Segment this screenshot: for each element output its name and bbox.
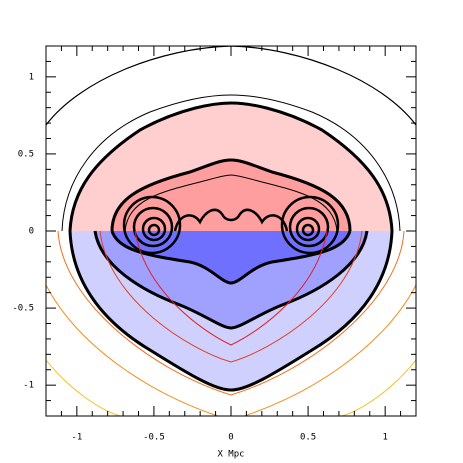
contour [61,94,401,232]
x-tick-label: 1 [382,433,387,443]
contour [46,46,416,126]
y-tick-label: 0.5 [18,149,34,159]
x-tick-label: -0.5 [143,433,165,443]
contour [110,158,352,232]
contour [110,230,352,285]
x-tick-label: 0 [228,433,233,443]
contour [68,101,394,392]
contour-plot [46,46,416,416]
contour [46,359,416,416]
contour [173,208,289,232]
y-tick-label: 1 [29,72,34,82]
x-tick-label: -1 [71,433,82,443]
contour [57,230,405,396]
contour [124,174,338,232]
contour [134,230,328,346]
contour [46,284,416,416]
x-tick-label: 0.5 [300,433,316,443]
y-tick-label: -1 [23,381,34,391]
y-tick-label: -0.5 [12,304,34,314]
contour [99,230,363,363]
y-tick-label: 0 [29,227,34,237]
x-axis-label: X Mpc [217,450,244,460]
spiral [122,195,340,255]
contour [93,230,369,330]
